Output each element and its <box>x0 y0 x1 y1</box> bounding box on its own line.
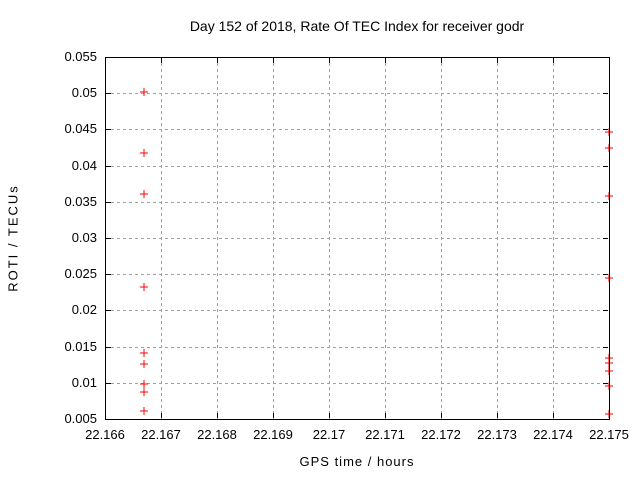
data-point-marker <box>140 380 148 388</box>
y-tick-label: 0.05 <box>72 85 97 100</box>
x-tick-label: 22.171 <box>365 427 405 442</box>
data-point-marker <box>140 349 148 357</box>
x-tick-label: 22.166 <box>85 427 125 442</box>
x-tick-label: 22.173 <box>477 427 517 442</box>
y-tick-label: 0.02 <box>72 302 97 317</box>
y-tick-label: 0.055 <box>64 49 97 64</box>
x-tick-label: 22.167 <box>141 427 181 442</box>
y-tick-label: 0.025 <box>64 266 97 281</box>
y-tick-label: 0.015 <box>64 339 97 354</box>
data-point-marker <box>140 283 148 291</box>
y-tick-label: 0.01 <box>72 375 97 390</box>
x-axis-label: GPS time / hours <box>299 454 415 469</box>
x-tick-label: 22.169 <box>253 427 293 442</box>
y-tick-label: 0.005 <box>64 411 97 426</box>
chart-title: Day 152 of 2018, Rate Of TEC Index for r… <box>189 18 525 34</box>
x-tick-label: 22.172 <box>421 427 461 442</box>
x-tick-label: 22.175 <box>589 427 629 442</box>
data-point-marker <box>140 149 148 157</box>
data-point-marker <box>140 88 148 96</box>
data-point-marker <box>140 190 148 198</box>
y-tick-label: 0.035 <box>64 194 97 209</box>
y-tick-label: 0.045 <box>64 121 97 136</box>
y-tick-label: 0.03 <box>72 230 97 245</box>
data-point-marker <box>140 360 148 368</box>
plot-border <box>105 57 610 420</box>
data-point-marker <box>140 407 148 415</box>
x-tick-label: 22.174 <box>533 427 573 442</box>
x-tick-label: 22.17 <box>313 427 346 442</box>
y-tick-label: 0.04 <box>72 158 97 173</box>
x-tick-label: 22.168 <box>197 427 237 442</box>
data-point-marker <box>140 388 148 396</box>
